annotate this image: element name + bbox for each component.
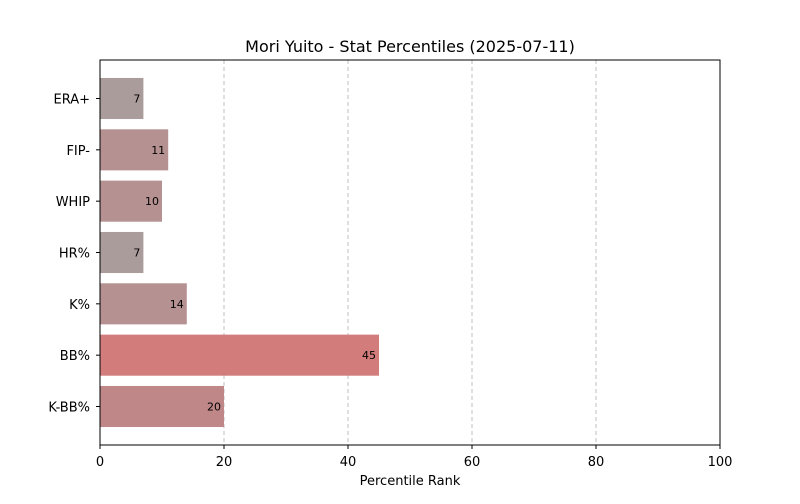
y-tick-label: HR%	[59, 247, 90, 262]
bar-hr-	[100, 231, 144, 274]
x-tick-label: 40	[340, 455, 357, 470]
bar-value-label: 20	[207, 401, 221, 414]
y-tick-label: ERA+	[53, 93, 90, 108]
x-tick-label: 100	[708, 455, 733, 470]
x-tick-label: 60	[464, 455, 481, 470]
y-axis-ticks: ERA+ FIP- WHIP HR% K% BB% K-BB%	[48, 93, 100, 416]
y-tick-label: FIP-	[66, 144, 90, 159]
x-tick-label: 0	[96, 455, 104, 470]
chart-title: Mori Yuito - Stat Percentiles (2025-07-1…	[245, 37, 575, 56]
bar-value-label: 45	[362, 349, 376, 362]
y-tick-label: K%	[69, 298, 90, 313]
grid-lines	[223, 60, 597, 445]
y-tick-label: WHIP	[56, 195, 90, 210]
x-axis-label: Percentile Rank	[360, 474, 461, 489]
bar-value-label: 14	[170, 298, 184, 311]
bar-k-	[100, 283, 187, 325]
y-tick-label: BB%	[60, 349, 90, 364]
bar-fip-	[100, 129, 169, 171]
x-axis-ticks: 0 20 40 60 80 100	[96, 445, 733, 470]
bar-bb-	[100, 334, 379, 376]
bar-era-	[100, 77, 144, 120]
x-tick-label: 20	[216, 455, 233, 470]
bar-value-label: 7	[133, 247, 140, 260]
x-tick-label: 80	[588, 455, 605, 470]
y-tick-label: K-BB%	[48, 401, 90, 416]
bar-k-bb-	[100, 385, 224, 428]
bar-whip	[100, 180, 162, 222]
bars: 7 11 10 7 14 45 20	[100, 77, 379, 428]
bar-value-label: 10	[145, 195, 159, 208]
bar-value-label: 7	[133, 93, 140, 106]
bar-value-label: 11	[151, 144, 165, 157]
